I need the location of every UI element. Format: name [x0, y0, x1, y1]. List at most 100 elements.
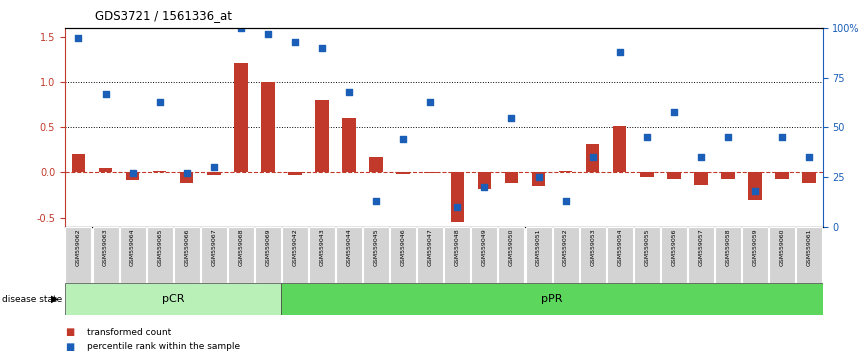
Point	[505, 115, 519, 120]
FancyBboxPatch shape	[120, 227, 145, 283]
Text: GSM559043: GSM559043	[320, 228, 325, 266]
Point	[315, 45, 329, 51]
Point	[613, 49, 627, 55]
FancyBboxPatch shape	[228, 227, 254, 283]
Bar	[315, 101, 329, 172]
Bar	[586, 144, 599, 172]
FancyBboxPatch shape	[255, 227, 281, 283]
Bar	[207, 172, 221, 175]
FancyBboxPatch shape	[417, 227, 443, 283]
Point	[748, 188, 762, 194]
Text: GSM559055: GSM559055	[644, 228, 650, 266]
Text: GSM559065: GSM559065	[157, 228, 162, 266]
Point	[477, 184, 491, 190]
Text: GSM559042: GSM559042	[293, 228, 298, 266]
Point	[397, 137, 410, 142]
Text: pCR: pCR	[162, 294, 184, 304]
FancyBboxPatch shape	[281, 283, 823, 315]
Point	[423, 99, 437, 104]
Bar	[234, 63, 248, 172]
Bar	[72, 154, 85, 172]
Bar	[505, 172, 518, 183]
Text: GSM559047: GSM559047	[428, 228, 433, 266]
Bar	[153, 171, 166, 172]
FancyBboxPatch shape	[607, 227, 633, 283]
FancyBboxPatch shape	[282, 227, 308, 283]
Point	[667, 109, 681, 114]
Text: GSM559063: GSM559063	[103, 228, 108, 266]
Point	[532, 174, 546, 180]
Bar	[262, 82, 275, 172]
Text: GSM559057: GSM559057	[698, 228, 703, 266]
Text: GSM559052: GSM559052	[563, 228, 568, 266]
Text: GSM559045: GSM559045	[373, 228, 378, 266]
Bar	[370, 157, 383, 172]
Bar	[126, 172, 139, 180]
Point	[694, 154, 708, 160]
FancyBboxPatch shape	[526, 227, 552, 283]
FancyBboxPatch shape	[688, 227, 714, 283]
Bar	[695, 172, 708, 185]
Text: GSM559059: GSM559059	[753, 228, 758, 266]
Text: GSM559051: GSM559051	[536, 228, 541, 266]
Bar	[640, 172, 654, 177]
Text: percentile rank within the sample: percentile rank within the sample	[87, 342, 240, 352]
FancyBboxPatch shape	[201, 227, 227, 283]
Text: GSM559054: GSM559054	[617, 228, 623, 266]
Point	[802, 154, 816, 160]
Text: GSM559060: GSM559060	[779, 228, 785, 266]
FancyBboxPatch shape	[499, 227, 525, 283]
FancyBboxPatch shape	[444, 227, 470, 283]
FancyBboxPatch shape	[715, 227, 741, 283]
Point	[559, 198, 572, 204]
Bar	[721, 172, 734, 179]
FancyBboxPatch shape	[471, 227, 497, 283]
Point	[288, 39, 302, 45]
FancyBboxPatch shape	[769, 227, 795, 283]
Bar	[99, 168, 113, 172]
Point	[342, 89, 356, 95]
Bar	[748, 172, 762, 200]
Bar	[342, 119, 356, 172]
Point	[261, 32, 275, 37]
FancyBboxPatch shape	[363, 227, 389, 283]
Point	[126, 170, 139, 176]
Text: GSM559056: GSM559056	[671, 228, 676, 266]
Point	[585, 154, 599, 160]
Text: ▶: ▶	[51, 294, 59, 304]
Point	[721, 135, 735, 140]
FancyBboxPatch shape	[93, 227, 119, 283]
Text: GDS3721 / 1561336_at: GDS3721 / 1561336_at	[95, 9, 232, 22]
Text: pPR: pPR	[541, 294, 563, 304]
FancyBboxPatch shape	[66, 227, 92, 283]
Point	[450, 204, 464, 210]
Text: transformed count: transformed count	[87, 327, 171, 337]
FancyBboxPatch shape	[65, 283, 281, 315]
FancyBboxPatch shape	[309, 227, 335, 283]
Text: GSM559066: GSM559066	[184, 228, 190, 266]
Point	[72, 35, 86, 41]
Text: ■: ■	[65, 327, 74, 337]
Point	[369, 198, 383, 204]
FancyBboxPatch shape	[796, 227, 822, 283]
FancyBboxPatch shape	[661, 227, 687, 283]
Text: GSM559061: GSM559061	[806, 228, 811, 266]
Bar	[613, 126, 626, 172]
Text: GSM559068: GSM559068	[238, 228, 243, 266]
Bar	[775, 172, 789, 179]
Point	[99, 91, 113, 97]
Text: GSM559069: GSM559069	[265, 228, 270, 266]
Point	[234, 25, 248, 31]
Text: GSM559064: GSM559064	[130, 228, 135, 266]
Text: GSM559049: GSM559049	[481, 228, 487, 266]
Bar	[667, 172, 681, 179]
FancyBboxPatch shape	[391, 227, 417, 283]
Bar	[803, 172, 816, 183]
Bar	[450, 172, 464, 222]
Bar	[180, 172, 193, 183]
Text: GSM559048: GSM559048	[455, 228, 460, 266]
Bar	[423, 172, 437, 173]
Bar	[478, 172, 491, 189]
Point	[640, 135, 654, 140]
FancyBboxPatch shape	[146, 227, 172, 283]
